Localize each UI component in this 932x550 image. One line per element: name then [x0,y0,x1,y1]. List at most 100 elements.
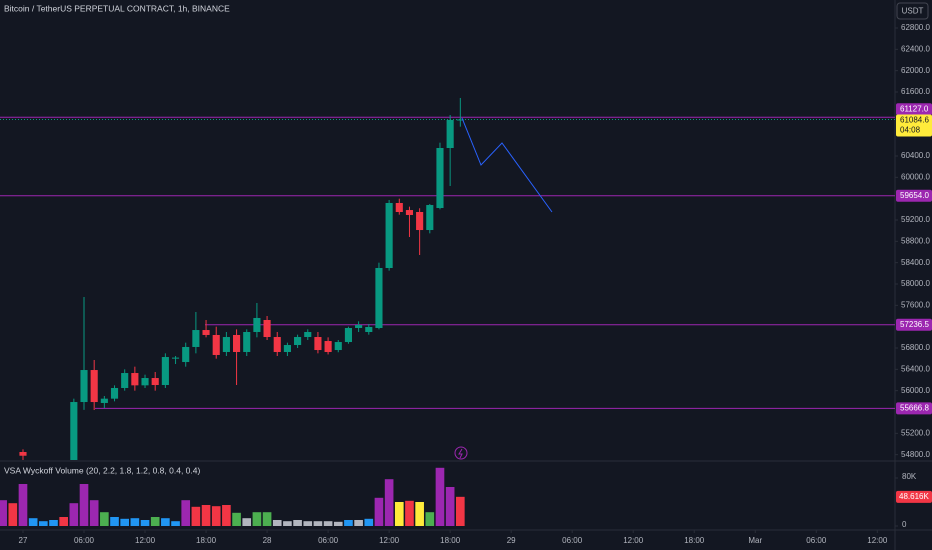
candle-body [294,337,302,346]
volume-last-label: 48.616K [899,492,929,501]
y-tick-label: 58800.0 [901,236,930,245]
candle-body [151,378,159,386]
volume-bar [374,497,384,526]
candle-body [283,345,291,352]
candle-body [426,205,434,231]
candle-body [192,330,200,347]
last-price-bg [896,114,932,137]
y-tick-label: 61600.0 [901,87,930,96]
volume-bar [242,518,252,526]
volume-last-bg [896,490,932,503]
volume-tick-label: 0 [902,520,907,529]
volume-tick-label: 80K [902,472,917,481]
volume-bar [39,521,48,526]
candle-body [385,202,393,268]
candle-body [416,212,424,231]
volume-bar [364,518,374,526]
volume-bar [262,512,272,526]
x-tick-label: 18:00 [440,536,461,545]
volume-bar [293,520,302,526]
volume-bar [18,484,28,526]
volume-bar [455,496,465,526]
volume-bar [323,521,333,526]
y-tick-label: 58400.0 [901,258,930,267]
level-label-bg [896,189,932,202]
x-tick-label: 27 [19,536,28,545]
candle-body [202,330,210,335]
y-tick-label: 62800.0 [901,23,930,32]
volume-bar [354,520,363,526]
candle-body [80,370,88,403]
currency-button-label: USDT [902,7,924,16]
volume-bar [435,467,445,526]
volume-bar [150,517,160,526]
x-tick-label: 06:00 [318,536,339,545]
volume-bar [0,500,7,526]
y-tick-label: 59200.0 [901,215,930,224]
x-tick-label: 18:00 [684,536,705,545]
y-tick-label: 57600.0 [901,300,930,309]
level-label: 61127.0 [900,104,929,113]
volume-bar [394,502,404,526]
candle-body [456,119,464,121]
candle-body [182,346,190,363]
candle-body [212,334,220,355]
candle-body [324,341,332,352]
x-tick-label: 28 [263,536,272,545]
y-tick-label: 56800.0 [901,343,930,352]
candle-body [334,342,342,351]
volume-bar [415,502,424,526]
y-tick-label: 60000.0 [901,172,930,181]
volume-bar [232,512,241,526]
candle-body [171,357,180,359]
volume-bar [110,517,119,526]
candle-body [405,210,414,215]
volume-bar [89,500,99,526]
level-label: 55666.8 [900,404,929,413]
x-tick-label: 12:00 [135,536,156,545]
volume-bar [272,520,282,526]
candle-body [436,148,444,208]
volume-bar [79,484,89,526]
price-pane [0,97,895,460]
y-tick-label: 56400.0 [901,364,930,373]
x-tick-label: 12:00 [379,536,400,545]
candle-body [263,320,271,338]
x-tick-label: 12:00 [623,536,644,545]
x-tick-label: 06:00 [806,536,827,545]
event-icon[interactable] [454,446,468,460]
volume-bar [283,521,292,526]
x-tick-label: 29 [507,536,516,545]
x-tick-label: 12:00 [867,536,888,545]
x-tick-label: 18:00 [196,536,217,545]
volume-bar [313,521,323,526]
y-tick-label: 54800.0 [901,450,930,459]
projection-drawing [461,117,553,213]
candle-body [90,370,98,403]
volume-bar [191,506,201,526]
volume-bar [59,517,68,526]
volume-bar [252,512,262,526]
volume-bar [222,505,231,526]
x-tick-label: Mar [748,536,762,545]
level-label: 59654.0 [900,191,929,200]
currency-button[interactable] [896,2,929,20]
level-label-bg [896,318,932,331]
level-label-bg [896,402,932,415]
level-label-bg [896,103,932,116]
candle-body [344,328,352,343]
volume-bar [8,503,18,526]
candle-body [375,268,383,328]
indicator-title: VSA Wyckoff Volume (20, 2.2, 1.8, 1.2, 0… [4,465,200,475]
candle-body [446,120,454,148]
candle-body [222,337,230,352]
candle-body [314,337,322,351]
candle-body [233,334,241,352]
volume-bar [171,521,180,526]
candle-body [131,373,139,386]
axes: 62800.0 62400.0 62000.0 61600.0 60400.0 60000… [19,23,932,545]
event-icon-bolt [458,448,463,459]
volume-pane [0,467,465,526]
volume-bar [333,521,343,526]
